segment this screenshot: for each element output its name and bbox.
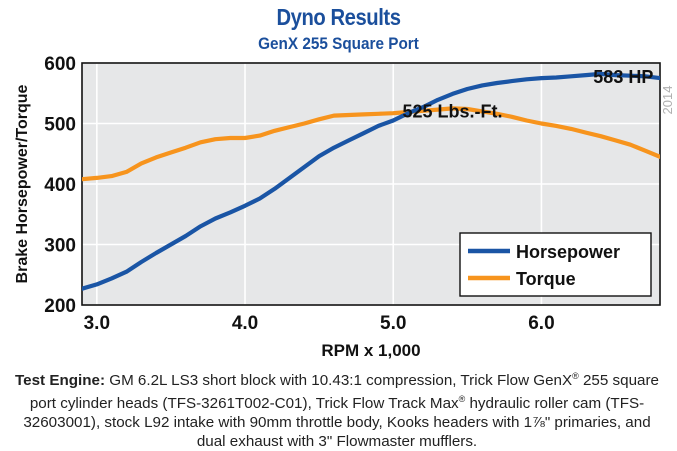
x-axis-label: RPM x 1,000 [321, 341, 420, 360]
series-line-horsepower [82, 71, 660, 291]
y-axis-label: Brake Horsepower/Torque [14, 84, 31, 283]
year-label: 2014 [660, 86, 675, 115]
torque-peak-annotation: 525 Lbs.-Ft. [402, 101, 502, 121]
test-engine-caption: Test Engine: GM 6.2L LS3 short block wit… [12, 367, 662, 451]
caption-text-4: " primaries, and dual exhaust with 3" Fl… [196, 414, 651, 451]
dyno-chart: 200 300 400 500 600 3.0 4.0 5.0 6.0 RPM x 1,000 Br… [14, 54, 675, 360]
y-tick-label: 600 [44, 54, 76, 75]
y-tick-label: 500 [44, 115, 76, 136]
legend-box [459, 232, 652, 297]
caption-text-1: GM 6.2L LS3 short block with 10.43:1 com… [105, 372, 573, 390]
legend-label-horsepower: Horsepower [516, 242, 620, 262]
legend-label-torque: Torque [516, 269, 576, 289]
chart-subtitle: GenX 255 Square Port [258, 34, 419, 53]
x-tick-label: 3.0 [84, 313, 110, 334]
hp-peak-annotation: 583 HP [593, 67, 653, 87]
caption-text-3: hydraulic roller cam (TFS-32603001), sto… [23, 395, 645, 432]
caption-fraction: ⅞ [532, 414, 545, 432]
y-tick-label: 300 [44, 236, 76, 257]
x-tick-label: 5.0 [380, 313, 406, 334]
caption-label: Test Engine: [15, 372, 106, 390]
series-line-torque [82, 106, 660, 182]
caption-text-2: 255 square port cylinder heads (TFS-3261… [29, 372, 659, 413]
caption-registered-mark-2: ® [458, 394, 466, 405]
chart-title: Dyno Results [276, 4, 401, 30]
plot-frame [81, 62, 661, 306]
caption-registered-mark-1: ® [572, 371, 579, 381]
x-tick-label: 4.0 [232, 313, 258, 334]
x-tick-label: 6.0 [528, 313, 554, 334]
y-tick-label: 200 [44, 296, 76, 317]
y-tick-label: 400 [44, 175, 76, 196]
